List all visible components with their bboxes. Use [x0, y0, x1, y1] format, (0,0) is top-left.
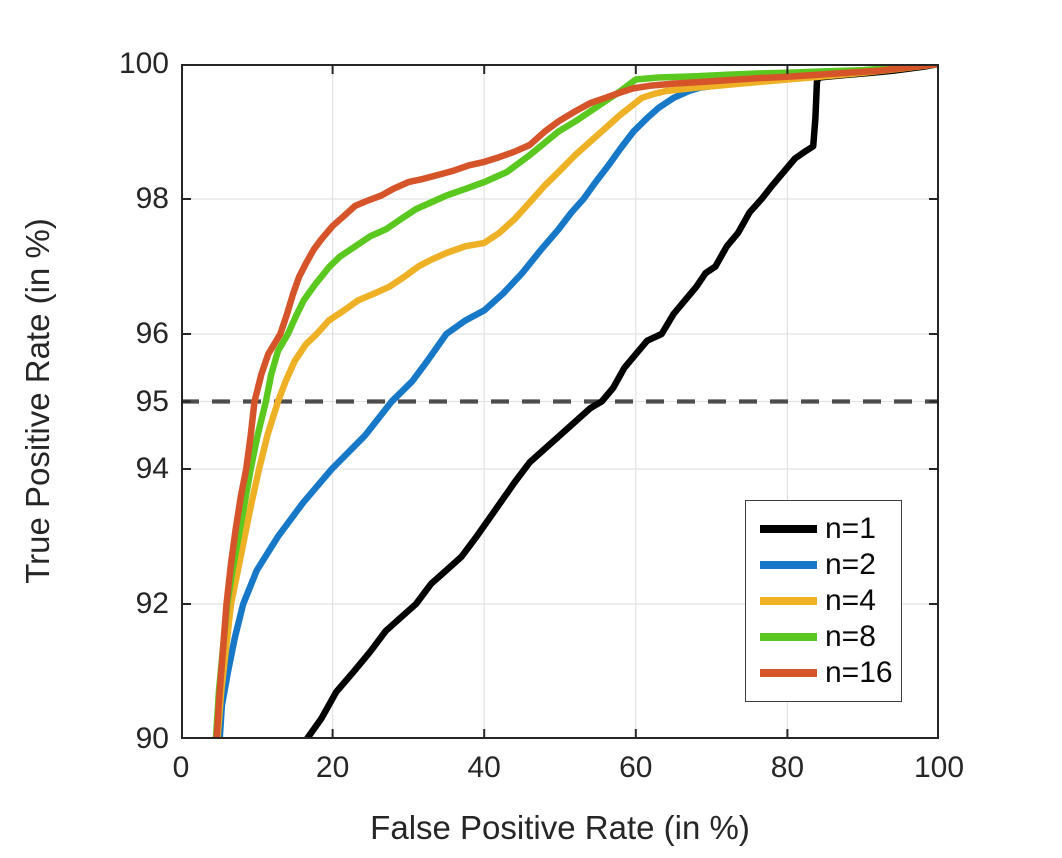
legend-label: n=8	[825, 620, 876, 653]
x-tick-label-60: 60	[619, 751, 653, 784]
legend-label: n=4	[825, 584, 876, 617]
y-tick-label-92: 92	[135, 587, 169, 620]
y-tick-label-94: 94	[135, 452, 169, 485]
y-axis-label: True Positive Rate (in %)	[19, 218, 56, 584]
legend-item-n=2: n=2	[760, 548, 901, 582]
x-tick-label-0: 0	[172, 751, 190, 784]
legend-label: n=16	[825, 656, 893, 689]
x-axis-label: False Positive Rate (in %)	[370, 809, 750, 846]
legend-item-n=1: n=1	[760, 512, 901, 546]
legend-box: n=1 n=2 n=4 n=8 n=16	[745, 500, 902, 702]
roc-chart	[181, 64, 939, 739]
series-line-n=4	[214, 64, 939, 739]
x-tick-label-80: 80	[770, 751, 805, 784]
legend-item-n=4: n=4	[760, 584, 901, 618]
legend-swatch-n=16	[760, 669, 817, 677]
legend-label: n=2	[825, 548, 876, 581]
legend-swatch-n=2	[760, 561, 817, 569]
y-tick-label-90: 90	[135, 722, 169, 755]
series-line-n=16	[213, 64, 939, 739]
axis-box	[181, 64, 939, 739]
x-tick-label-40: 40	[467, 751, 501, 784]
legend-swatch-n=8	[760, 633, 817, 641]
plot-area	[181, 64, 939, 739]
y-tick-label-100: 100	[118, 47, 169, 80]
legend-item-n=8: n=8	[760, 620, 901, 654]
legend-swatch-n=1	[760, 525, 817, 533]
x-tick-label-100: 100	[913, 751, 965, 784]
legend-label: n=1	[825, 512, 876, 545]
y-tick-label-96: 96	[135, 317, 169, 350]
y-tick-label-95: 95	[135, 384, 169, 418]
x-tick-label-20: 20	[315, 751, 350, 784]
series-line-n=8	[212, 64, 939, 739]
legend-swatch-n=4	[760, 597, 817, 605]
legend-item-n=16: n=16	[760, 656, 901, 690]
y-tick-label-98: 98	[135, 182, 169, 215]
